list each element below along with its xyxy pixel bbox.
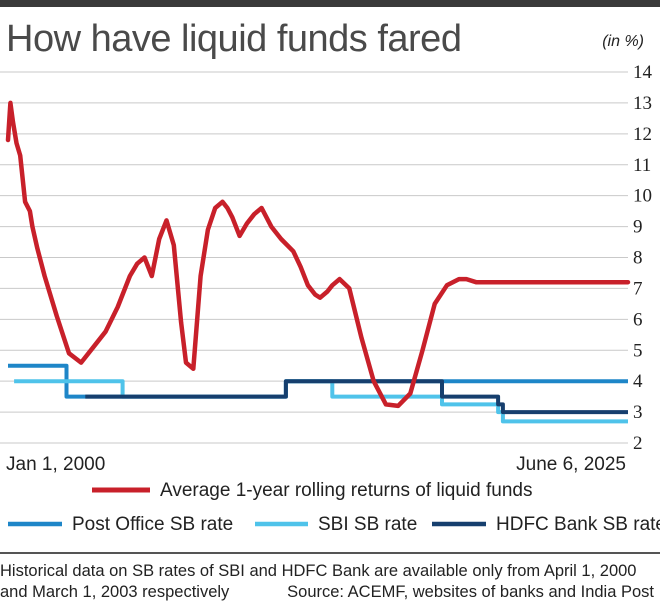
- chart-title: How have liquid funds fared: [6, 18, 462, 60]
- legend: Average 1-year rolling returns of liquid…: [8, 480, 660, 535]
- y-tick-label: 14: [633, 62, 653, 83]
- series-lines: [5, 100, 631, 424]
- grid-lines: [0, 71, 628, 444]
- y-tick-label: 10: [633, 186, 652, 207]
- legend-label-1: Post Office SB rate: [72, 514, 233, 535]
- legend-label-0: Average 1-year rolling returns of liquid…: [160, 480, 532, 501]
- y-tick-label: 9: [633, 217, 643, 238]
- y-tick-label: 5: [633, 340, 643, 361]
- y-tick-label: 13: [633, 93, 652, 114]
- series-line-3: [85, 379, 628, 415]
- y-tick-label: 2: [633, 433, 643, 454]
- y-tick-label: 7: [633, 278, 643, 299]
- source-note: Source: ACEMF, websites of banks and Ind…: [287, 583, 654, 601]
- footnote-line-1: Historical data on SB rates of SBI and H…: [0, 562, 637, 580]
- series-line-0: [5, 100, 631, 409]
- x-tick-label-end: June 6, 2025: [516, 454, 626, 475]
- x-tick-label-start: Jan 1, 2000: [6, 454, 105, 475]
- y-tick-label: 3: [633, 402, 643, 423]
- y-tick-label: 12: [633, 124, 652, 145]
- footnote-divider: [0, 552, 660, 554]
- x-axis-ticks: Jan 1, 2000 June 6, 2025: [6, 454, 626, 475]
- y-tick-label: 6: [633, 309, 643, 330]
- line-chart: 2 3 4 5 6 7 8 9 10 11 12 13 14 Jan 1, 2000 June 6, 20…: [0, 62, 660, 535]
- y-axis-ticks: 2 3 4 5 6 7 8 9 10 11 12 13 14: [633, 62, 653, 454]
- legend-label-3: HDFC Bank SB rate: [496, 514, 660, 535]
- y-tick-label: 4: [633, 371, 643, 392]
- top-bar: [0, 0, 660, 7]
- legend-label-2: SBI SB rate: [318, 514, 417, 535]
- y-tick-label: 11: [633, 155, 651, 176]
- series-line-2: [14, 379, 628, 424]
- y-tick-label: 8: [633, 248, 643, 269]
- unit-label: (in %): [602, 33, 644, 50]
- footnote: Historical data on SB rates of SBI and H…: [0, 561, 660, 603]
- footnote-line-2: and March 1, 2003 respectively: [0, 583, 230, 601]
